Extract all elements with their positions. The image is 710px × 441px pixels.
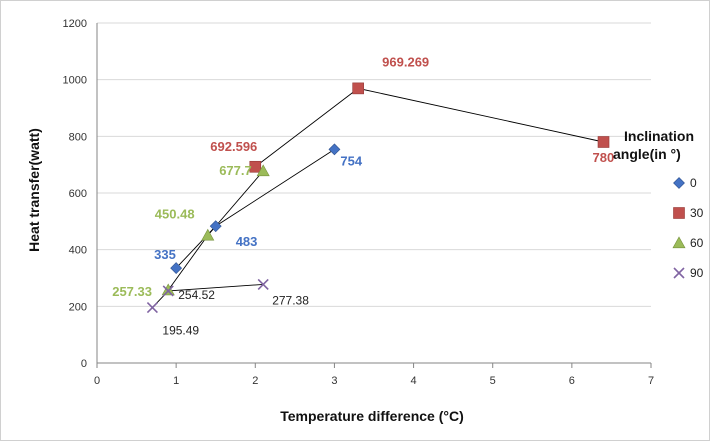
x-tick-label: 5 [490, 375, 496, 387]
data-label: 450.48 [155, 206, 195, 221]
y-tick-label: 600 [69, 188, 87, 200]
marker-series-0 [170, 262, 183, 275]
data-label: 257.33 [112, 284, 152, 299]
marker-series-90 [146, 302, 158, 314]
marker-series-0 [328, 143, 341, 156]
data-label: 754 [340, 153, 362, 168]
marker-x-stroke [257, 278, 269, 290]
x-tick-label: 0 [94, 375, 100, 387]
marker-x-stroke [673, 267, 685, 279]
data-label: 277.38 [272, 293, 309, 307]
legend-item-label: 90 [690, 266, 704, 280]
x-axis-title: Temperature difference (°C) [280, 408, 464, 424]
legend-marker-30 [673, 207, 685, 219]
x-tick-label: 2 [252, 375, 258, 387]
y-tick-label: 200 [69, 301, 87, 313]
data-label: 254.52 [178, 288, 215, 302]
y-tick-label: 0 [81, 358, 87, 370]
data-label: 692.596 [210, 139, 257, 154]
data-markers [146, 82, 610, 314]
marker-series-60 [256, 164, 270, 177]
y-tick-label: 1000 [63, 75, 87, 87]
x-tick-label: 1 [173, 375, 179, 387]
legend-item-label: 0 [690, 176, 697, 190]
data-label: 677.7 [219, 163, 252, 178]
axes: 0 200 400 600 800 1000 1200 0 1 2 3 4 5 6 7 [63, 18, 655, 387]
data-label: 483 [236, 234, 258, 249]
marker-series-30 [249, 160, 262, 173]
legend-marker-0 [673, 177, 685, 189]
marker-series-60 [201, 228, 215, 241]
marker-x-stroke [162, 285, 174, 297]
marker-series-90 [162, 285, 174, 297]
legend-item-label: 60 [690, 236, 704, 250]
legend-title-line1: Inclination [624, 128, 694, 144]
legend-item-label: 30 [690, 206, 704, 220]
marker-series-60 [161, 283, 175, 296]
marker-series-30 [352, 82, 364, 95]
data-labels: 335 483 754 692.596 969.269 780 257.33 450.48 67… [112, 54, 614, 337]
y-tick-label: 800 [69, 131, 87, 143]
y-axis-title: Heat transfer(watt) [26, 128, 42, 252]
legend-marker-90 [673, 267, 685, 279]
data-label: 195.49 [162, 324, 199, 338]
data-label: 335 [154, 247, 176, 262]
marker-series-0 [209, 220, 222, 233]
y-tick-label: 1200 [63, 18, 87, 30]
x-tick-label: 6 [569, 375, 575, 387]
gridlines [97, 22, 651, 307]
marker-series-90 [257, 278, 269, 290]
y-tick-label: 400 [69, 245, 87, 257]
data-label: 969.269 [382, 54, 429, 69]
data-label: 780 [593, 150, 615, 165]
legend: Inclination angle(in °) 0 30 60 90 [613, 128, 704, 280]
x-tick-label: 4 [411, 375, 417, 387]
marker-series-30 [597, 136, 610, 148]
x-tick-label: 3 [331, 375, 337, 387]
marker-x-stroke [146, 302, 158, 314]
x-tick-label: 7 [648, 375, 654, 387]
legend-marker-60 [672, 236, 686, 249]
legend-title-line2: angle(in °) [613, 146, 681, 162]
